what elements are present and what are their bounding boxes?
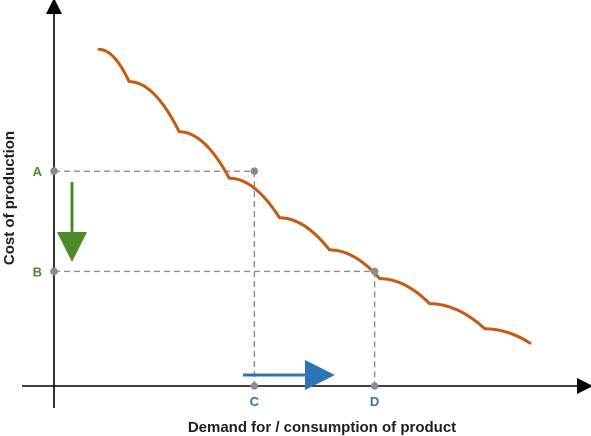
axis-point-d: [370, 382, 379, 390]
point-label-d: D: [370, 394, 379, 409]
axis-point-a: [50, 167, 58, 175]
axis-point-c: [250, 382, 259, 390]
marker-points: [50, 167, 379, 390]
intersection-point-1: [250, 167, 259, 175]
point-label-a: A: [33, 164, 43, 179]
point-labels: A B C D: [33, 164, 380, 409]
axis-point-b: [50, 267, 58, 276]
x-axis-title: Demand for / consumption of product: [188, 419, 456, 436]
y-axis-title: Cost of production: [1, 131, 18, 265]
point-label-c: C: [250, 394, 260, 409]
cost-curve: [97, 47, 532, 345]
intersection-point-2: [370, 267, 379, 276]
point-label-b: B: [33, 264, 42, 279]
guide-lines: [54, 170, 376, 386]
